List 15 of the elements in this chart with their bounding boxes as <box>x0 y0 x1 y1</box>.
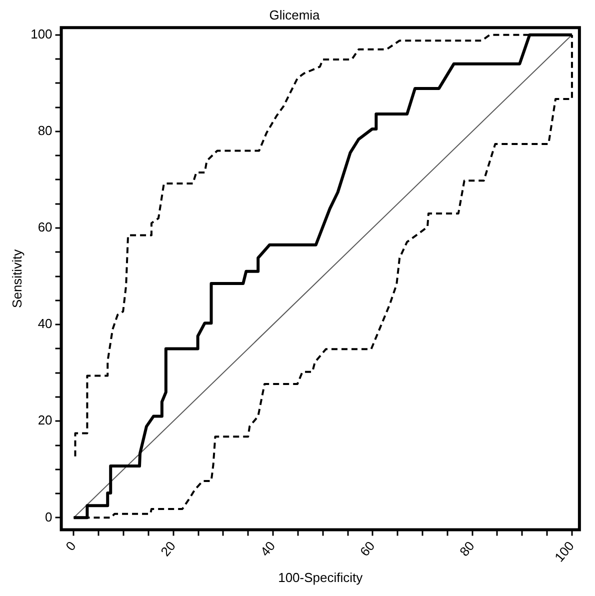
x-tick-label: 80 <box>456 538 478 560</box>
x-tick-label: 100 <box>552 538 577 565</box>
x-tick-label: 60 <box>356 538 378 560</box>
y-tick-label: 100 <box>30 26 52 42</box>
chart-title: Glicemia <box>269 7 321 22</box>
x-axis-title: 100-Specificity <box>278 570 364 585</box>
x-tick-label: 0 <box>62 538 79 554</box>
y-tick-label: 40 <box>38 316 52 332</box>
y-tick-label: 60 <box>38 220 52 235</box>
y-tick-label: 80 <box>38 122 52 138</box>
y-tick-label: 0 <box>45 509 52 524</box>
y-tick-label: 20 <box>38 412 52 428</box>
y-axis-title: Sensitivity <box>9 248 24 308</box>
x-tick-label: 20 <box>158 538 178 560</box>
x-tick-label: 40 <box>257 538 278 560</box>
